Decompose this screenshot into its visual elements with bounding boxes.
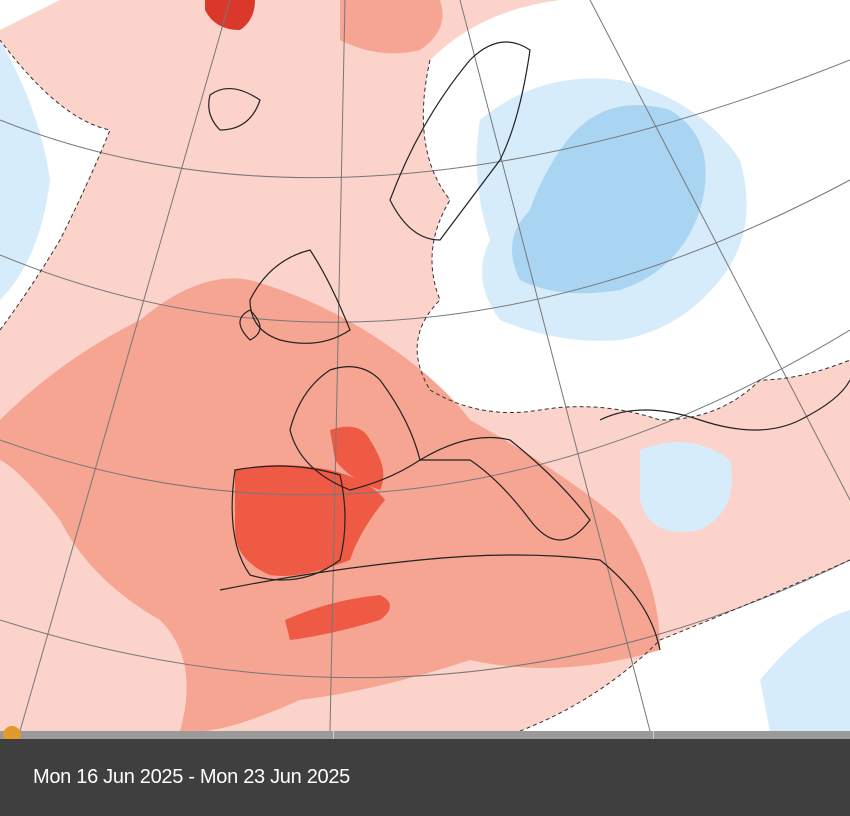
very-hot-region-greenland xyxy=(205,0,255,30)
hot-region-iberia xyxy=(235,426,390,640)
temperature-anomaly-map xyxy=(0,0,850,731)
timeline-caption-bar: Mon 16 Jun 2025 - Mon 23 Jun 2025 xyxy=(0,739,850,816)
warm-region-north-atlantic xyxy=(340,0,443,54)
timeline-slider-track[interactable] xyxy=(0,731,850,739)
zero-anomaly-contours xyxy=(0,39,850,731)
period-label: Mon 16 Jun 2025 - Mon 23 Jun 2025 xyxy=(33,766,350,788)
cool-region-core xyxy=(512,105,706,294)
cool-region-black-sea xyxy=(640,442,732,532)
cool-region-southeast xyxy=(760,610,850,731)
cool-region-far-west xyxy=(0,40,50,300)
timeline-tick xyxy=(333,731,334,739)
timeline-tick xyxy=(653,731,654,739)
coastlines xyxy=(208,41,850,651)
graticule xyxy=(0,0,850,731)
